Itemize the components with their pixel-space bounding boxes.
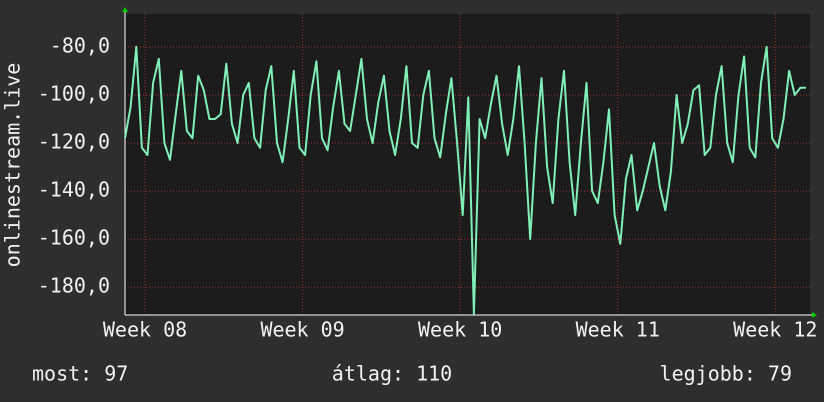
data-line (124, 45, 806, 315)
stat-best: legjobb: 79 (660, 362, 792, 386)
plot-area (125, 14, 810, 315)
x-tick-label: Week 12 (733, 318, 817, 342)
x-axis-arrow (812, 312, 817, 318)
y-tick-label: -160,0 (38, 226, 110, 250)
x-tick-label: Week 09 (260, 318, 344, 342)
y-tick-label: -140,0 (38, 178, 110, 202)
y-axis-label: onlinestream.live (1, 63, 25, 268)
stat-average: átlag: 110 (332, 362, 452, 386)
y-tick-label: -120,0 (38, 130, 110, 154)
y-tick-label: -180,0 (38, 274, 110, 298)
x-tick-label: Week 08 (103, 318, 187, 342)
stat-now: most: 97 (32, 362, 128, 386)
x-tick-label: Week 10 (418, 318, 502, 342)
y-axis-arrow (122, 7, 128, 12)
x-tick-label: Week 11 (576, 318, 660, 342)
y-tick-label: -80,0 (50, 33, 110, 57)
y-tick-label: -100,0 (38, 81, 110, 105)
